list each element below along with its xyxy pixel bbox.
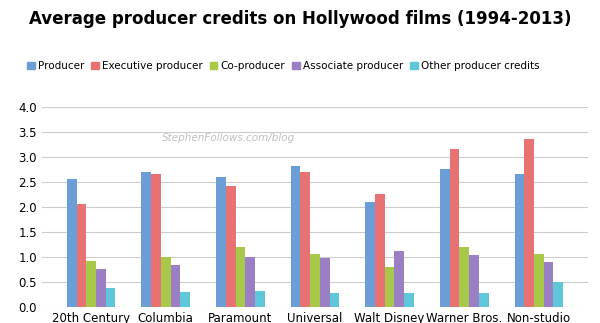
Bar — [226, 186, 236, 307]
Bar — [385, 267, 394, 307]
Bar — [67, 179, 77, 307]
Text: Average producer credits on Hollywood films (1994-2013): Average producer credits on Hollywood fi… — [29, 10, 571, 28]
Bar — [329, 293, 339, 307]
Bar — [180, 292, 190, 307]
Bar — [161, 257, 170, 307]
Bar — [151, 174, 161, 307]
Bar — [544, 262, 553, 307]
Bar — [394, 251, 404, 307]
Bar — [216, 177, 226, 307]
Bar — [142, 172, 151, 307]
Bar — [86, 261, 96, 307]
Bar — [96, 269, 106, 307]
Bar — [515, 174, 524, 307]
Bar — [404, 293, 414, 307]
Bar — [106, 288, 115, 307]
Bar — [440, 169, 450, 307]
Bar — [320, 258, 329, 307]
Bar — [365, 202, 375, 307]
Legend: Producer, Executive producer, Co-producer, Associate producer, Other producer cr: Producer, Executive producer, Co-produce… — [23, 57, 544, 75]
Bar — [291, 166, 301, 307]
Bar — [450, 149, 460, 307]
Bar — [553, 282, 563, 307]
Bar — [255, 291, 265, 307]
Bar — [236, 247, 245, 307]
Bar — [534, 254, 544, 307]
Bar — [479, 293, 488, 307]
Bar — [170, 265, 180, 307]
Bar — [524, 139, 534, 307]
Bar — [301, 172, 310, 307]
Bar — [375, 194, 385, 307]
Bar — [310, 254, 320, 307]
Bar — [245, 257, 255, 307]
Text: StephenFollows.com/blog: StephenFollows.com/blog — [162, 133, 295, 143]
Bar — [469, 255, 479, 307]
Bar — [77, 204, 86, 307]
Bar — [460, 247, 469, 307]
